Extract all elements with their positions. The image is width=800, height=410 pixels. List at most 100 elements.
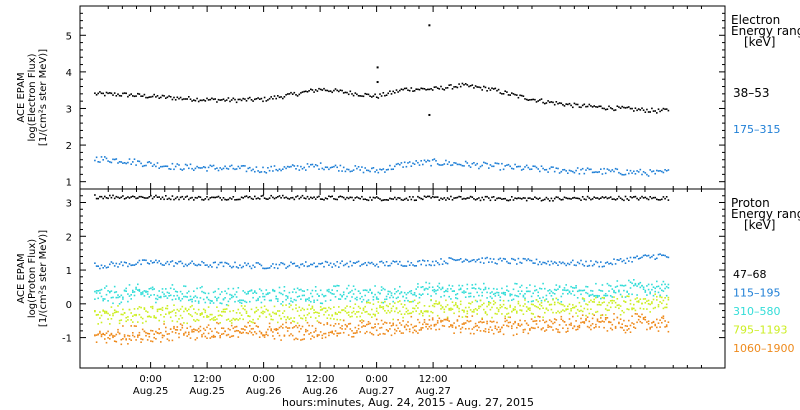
data-point bbox=[667, 296, 670, 299]
data-point bbox=[242, 197, 244, 199]
data-point bbox=[412, 326, 414, 329]
data-point bbox=[232, 196, 235, 198]
data-point bbox=[600, 105, 602, 108]
data-point bbox=[122, 264, 124, 267]
data-point bbox=[603, 301, 605, 303]
data-point bbox=[443, 294, 446, 297]
data-point bbox=[296, 287, 299, 290]
data-point bbox=[626, 198, 628, 200]
data-point bbox=[209, 319, 212, 321]
data-point bbox=[313, 91, 315, 93]
data-point bbox=[125, 338, 127, 341]
data-point bbox=[158, 319, 160, 322]
data-point bbox=[659, 296, 661, 298]
data-point bbox=[160, 96, 162, 99]
data-point bbox=[413, 292, 416, 294]
data-point bbox=[308, 304, 310, 306]
data-point bbox=[379, 306, 381, 309]
data-point bbox=[361, 321, 363, 324]
data-point bbox=[623, 329, 625, 331]
data-point bbox=[349, 170, 352, 173]
data-point bbox=[173, 309, 175, 311]
data-point bbox=[97, 313, 99, 316]
data-point bbox=[570, 324, 572, 326]
data-point bbox=[169, 316, 172, 319]
data-point bbox=[105, 91, 108, 94]
data-point bbox=[517, 324, 520, 326]
data-point bbox=[254, 322, 256, 324]
data-point bbox=[132, 321, 134, 323]
data-point bbox=[143, 259, 146, 261]
data-point bbox=[362, 307, 365, 310]
data-point bbox=[644, 302, 647, 304]
data-point bbox=[206, 316, 208, 318]
data-point bbox=[117, 311, 119, 313]
data-point bbox=[193, 199, 195, 201]
data-point bbox=[568, 312, 571, 315]
data-point bbox=[216, 266, 218, 269]
data-point bbox=[293, 326, 296, 328]
data-point bbox=[257, 309, 259, 311]
data-point bbox=[483, 85, 485, 88]
data-point bbox=[347, 314, 350, 316]
data-point bbox=[458, 288, 460, 291]
data-point bbox=[321, 262, 324, 264]
data-point bbox=[652, 294, 655, 297]
data-point bbox=[260, 97, 263, 100]
data-point bbox=[221, 261, 223, 264]
data-point bbox=[511, 299, 513, 301]
data-point bbox=[558, 286, 561, 288]
data-point bbox=[189, 314, 192, 316]
data-point bbox=[247, 321, 249, 324]
data-point bbox=[560, 170, 563, 173]
data-point bbox=[576, 261, 579, 264]
data-point bbox=[375, 169, 378, 171]
data-point bbox=[249, 166, 251, 169]
data-point bbox=[107, 197, 109, 200]
data-point bbox=[361, 301, 363, 303]
data-point bbox=[107, 312, 109, 315]
data-point bbox=[529, 328, 531, 330]
data-point bbox=[637, 301, 640, 303]
data-point bbox=[137, 261, 139, 264]
data-point bbox=[451, 285, 454, 287]
data-point bbox=[102, 159, 104, 161]
data-point bbox=[188, 198, 190, 201]
data-point bbox=[303, 294, 305, 297]
data-point bbox=[262, 295, 264, 298]
data-point bbox=[565, 324, 567, 326]
data-point bbox=[196, 329, 198, 332]
data-point bbox=[463, 292, 465, 294]
data-point bbox=[595, 106, 597, 108]
data-point bbox=[431, 260, 434, 263]
data-point bbox=[445, 87, 447, 89]
data-point bbox=[375, 298, 378, 300]
data-point bbox=[286, 165, 289, 168]
data-point bbox=[395, 307, 398, 309]
data-point bbox=[270, 96, 272, 98]
data-point bbox=[158, 332, 160, 335]
data-point bbox=[595, 323, 597, 326]
data-point bbox=[161, 165, 164, 168]
data-point bbox=[580, 309, 582, 312]
data-point bbox=[160, 341, 162, 343]
data-point bbox=[568, 290, 571, 293]
data-point bbox=[636, 285, 638, 287]
data-point bbox=[183, 168, 185, 170]
data-point bbox=[268, 299, 271, 302]
data-point bbox=[609, 327, 612, 330]
data-point bbox=[374, 171, 376, 173]
data-point bbox=[349, 328, 352, 330]
data-point bbox=[486, 291, 488, 294]
data-point bbox=[448, 161, 450, 163]
data-point bbox=[614, 306, 617, 308]
data-point bbox=[618, 307, 620, 310]
data-point bbox=[581, 321, 584, 323]
x-axis: 0:00Aug.2512:00Aug.250:00Aug.2612:00Aug.… bbox=[133, 374, 451, 397]
data-point bbox=[282, 301, 284, 303]
data-point bbox=[186, 327, 188, 329]
data-point bbox=[384, 199, 386, 201]
data-point bbox=[636, 321, 638, 324]
data-point bbox=[262, 166, 264, 169]
